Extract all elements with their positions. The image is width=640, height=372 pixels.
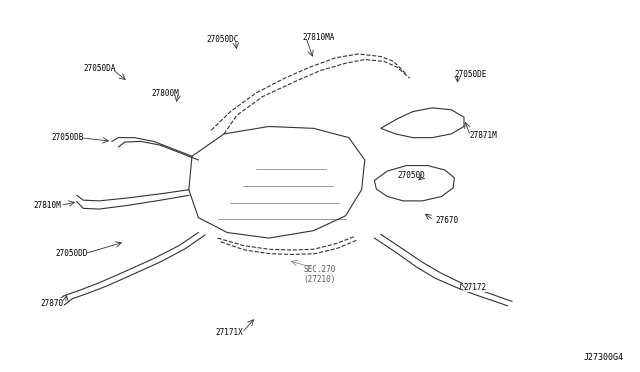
- Text: 27050DA: 27050DA: [83, 64, 115, 73]
- Text: 27871M: 27871M: [469, 131, 497, 140]
- Text: 27050DC: 27050DC: [207, 35, 239, 44]
- Text: SEC.270
(27210): SEC.270 (27210): [304, 265, 336, 284]
- Text: 27810M: 27810M: [33, 201, 61, 210]
- Text: 27050DB: 27050DB: [51, 133, 83, 142]
- Text: 27050D: 27050D: [397, 171, 425, 180]
- Text: 27870: 27870: [41, 299, 64, 308]
- Text: 27050DD: 27050DD: [56, 249, 88, 258]
- Text: 27670: 27670: [435, 216, 458, 225]
- Text: 27050DE: 27050DE: [454, 70, 486, 79]
- Text: J27300G4: J27300G4: [584, 353, 624, 362]
- Text: 27172: 27172: [463, 283, 486, 292]
- Text: 27171X: 27171X: [215, 328, 243, 337]
- Text: 27810MA: 27810MA: [303, 33, 335, 42]
- Text: 27800M: 27800M: [151, 89, 179, 97]
